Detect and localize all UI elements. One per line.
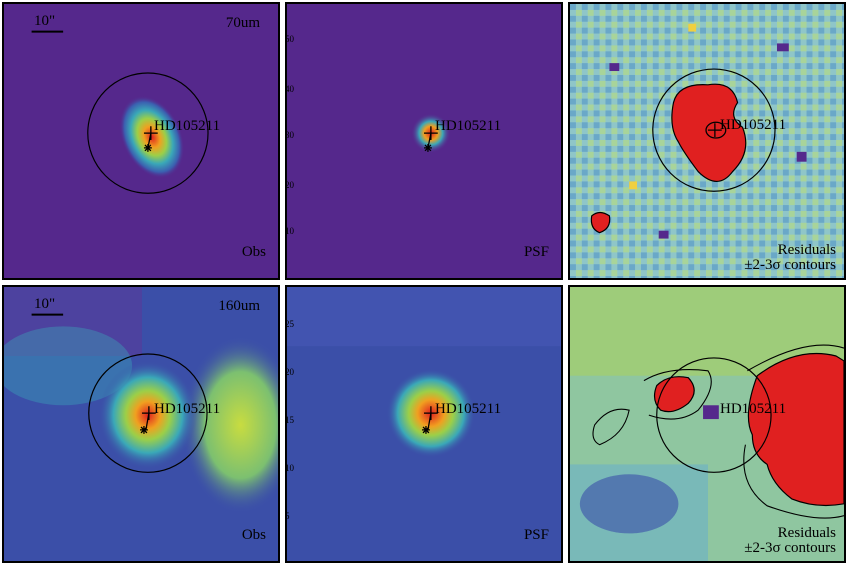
panel-160um-obs: 10" 160um Obs HD105211 xyxy=(2,285,280,563)
band-label: 160um xyxy=(218,298,260,314)
panel-160um-psf: 25 20 15 10 5 PSF HD105211 xyxy=(285,285,563,563)
source-label: HD105211 xyxy=(154,401,221,417)
panel-160um-residuals: HD105211 Residuals ±2-3σ contours xyxy=(568,285,846,563)
panel-70um-psf: 50 40 30 20 10 PSF HD105211 xyxy=(285,2,563,280)
panel-70um-obs: 10" 70um Obs HD105211 xyxy=(2,2,280,280)
tick-25: 25 xyxy=(285,319,294,329)
image-70um-obs xyxy=(4,4,278,278)
tick-30: 30 xyxy=(285,130,294,140)
tick-5: 5 xyxy=(285,511,290,521)
panel-label-residuals: Residuals xyxy=(777,524,836,541)
panel-70um-residuals: HD105211 Residuals ±2-3σ contours xyxy=(568,2,846,280)
image-70um-psf xyxy=(287,4,561,278)
tick-20: 20 xyxy=(285,180,294,190)
image-70um-residuals xyxy=(570,4,844,278)
panel-label-obs: Obs xyxy=(241,244,266,260)
panel-label-psf: PSF xyxy=(523,244,549,260)
contours-label: ±2-3σ contours xyxy=(744,540,836,557)
tick-15: 15 xyxy=(285,415,294,425)
band-label: 70um xyxy=(225,15,260,31)
residuals-caption: Residuals ±2-3σ contours xyxy=(744,524,836,558)
panel-label-psf: PSF xyxy=(523,527,549,543)
tick-50: 50 xyxy=(285,34,294,44)
source-label: HD105211 xyxy=(720,401,787,417)
tick-40: 40 xyxy=(285,84,294,94)
panel-label-obs: Obs xyxy=(241,527,266,543)
source-label: HD105211 xyxy=(154,118,221,134)
scale-bar-label: 10" xyxy=(34,296,56,312)
source-label: HD105211 xyxy=(435,401,502,417)
residuals-caption: Residuals ±2-3σ contours xyxy=(744,241,836,275)
tick-20: 20 xyxy=(285,367,294,377)
image-160um-obs xyxy=(4,287,278,561)
source-label: HD105211 xyxy=(720,117,787,133)
tick-10: 10 xyxy=(285,463,294,473)
tick-10: 10 xyxy=(285,226,294,236)
image-160um-residuals xyxy=(570,287,844,561)
image-160um-psf xyxy=(287,287,561,561)
contours-label: ±2-3σ contours xyxy=(744,257,836,274)
panel-label-residuals: Residuals xyxy=(777,241,836,258)
scale-bar-label: 10" xyxy=(34,13,56,29)
source-label: HD105211 xyxy=(435,118,502,134)
